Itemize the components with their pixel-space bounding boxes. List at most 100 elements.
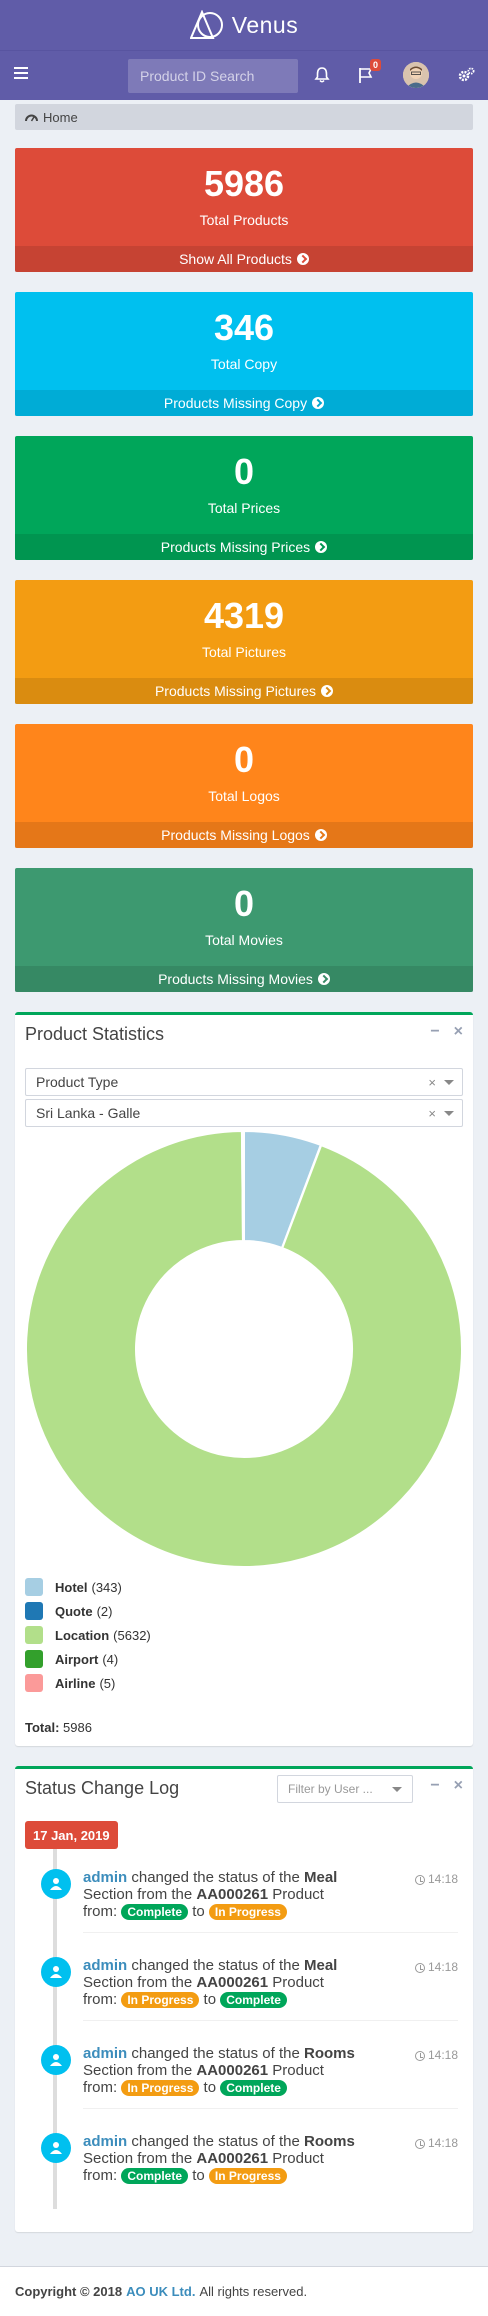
chevron-down-icon [392, 1787, 402, 1792]
products-missing-logos-text: Products Missing Logos [161, 827, 310, 843]
products-missing-copy-link[interactable]: Products Missing Copy [15, 390, 473, 416]
collapse-icon[interactable]: − [430, 1023, 440, 1040]
log-product-id: AA000261 [196, 2062, 269, 2079]
total-pictures-box: 4319 Total Pictures Products Missing Pic… [15, 580, 473, 704]
user-icon [41, 1957, 71, 1987]
log-user-link[interactable]: admin [83, 1869, 128, 1886]
user-icon [41, 2133, 71, 2163]
log-text: Product from: [83, 1886, 324, 1920]
status-badge-from: Complete [121, 2168, 189, 2184]
total-prices-box: 0 Total Prices Products Missing Prices [15, 436, 473, 560]
total-summary: Total: 5986 [25, 1720, 92, 1735]
log-text: Section from the [83, 2062, 193, 2079]
collapse-icon[interactable]: − [430, 1777, 440, 1794]
log-text: changed the status of the [131, 2045, 300, 2062]
log-text: Section from the [83, 2150, 193, 2167]
donut-slice-airline[interactable] [241, 1129, 245, 1243]
log-time-value: 14:18 [427, 1960, 458, 1974]
legend-count-hotel: (343) [91, 1579, 122, 1595]
log-section: Rooms [304, 2133, 355, 2150]
breadcrumb: Home [15, 104, 473, 130]
rights-text: All rights reserved. [199, 2284, 308, 2299]
location-select[interactable]: Sri Lanka - Galle × [25, 1099, 463, 1127]
total-copy-box: 346 Total Copy Products Missing Copy [15, 292, 473, 416]
total-products-value: 5986 [203, 163, 285, 204]
status-change-log-title: Status Change Log [25, 1777, 180, 1798]
total-logos-box: 0 Total Logos Products Missing Logos [15, 724, 473, 848]
status-badge-to: In Progress [208, 2168, 287, 2184]
total-logos-label: Total Logos [208, 788, 280, 804]
legend-swatch-hotel [25, 1578, 43, 1596]
log-product-id: AA000261 [196, 1886, 269, 1903]
products-missing-movies-text: Products Missing Movies [158, 971, 313, 987]
log-text: Section from the [83, 1974, 193, 1991]
clock-icon [414, 1874, 425, 1885]
legend-swatch-location [25, 1626, 43, 1644]
gears-icon[interactable] [456, 65, 476, 85]
breadcrumb-home-link[interactable]: Home [43, 109, 78, 125]
filter-by-user-select[interactable]: Filter by User ... [277, 1775, 413, 1803]
legend-item-location: Location (5632) [25, 1623, 151, 1647]
chevron-down-icon [444, 1080, 454, 1085]
close-icon[interactable]: × [453, 1777, 463, 1794]
log-text: changed the status of the [131, 1869, 300, 1886]
products-missing-pictures-text: Products Missing Pictures [154, 683, 317, 699]
total-movies-value: 0 [233, 883, 255, 924]
arrow-circle-right-icon [312, 397, 325, 409]
products-missing-movies-link[interactable]: Products Missing Movies [15, 966, 473, 992]
bell-icon[interactable] [312, 65, 332, 85]
arrow-circle-right-icon [317, 973, 330, 985]
close-icon[interactable]: × [453, 1023, 463, 1040]
total-products-label: Total Products [199, 212, 289, 228]
arrow-circle-right-icon [315, 541, 328, 553]
legend-item-quote: Quote (2) [25, 1599, 151, 1623]
log-user-link[interactable]: admin [83, 2133, 128, 2150]
legend-label-airport: Airport [55, 1651, 99, 1667]
show-all-products-link[interactable]: Show All Products [15, 246, 473, 272]
menu-toggle-icon[interactable] [14, 67, 28, 81]
clear-icon[interactable]: × [428, 1106, 436, 1121]
log-text: to [203, 2079, 217, 2096]
products-missing-prices-link[interactable]: Products Missing Prices [15, 534, 473, 560]
legend-label-location: Location [55, 1627, 110, 1643]
log-time-value: 14:18 [427, 2048, 458, 2062]
total-prices-value: 0 [233, 451, 255, 492]
legend-count-airline: (5) [99, 1675, 116, 1691]
total-products-box: 5986 Total Products Show All Products [15, 148, 473, 272]
log-user-link[interactable]: admin [83, 2045, 128, 2062]
clear-icon[interactable]: × [428, 1075, 436, 1090]
clock-icon [414, 2138, 425, 2149]
location-select-value: Sri Lanka - Galle [36, 1105, 141, 1121]
products-missing-pictures-link[interactable]: Products Missing Pictures [15, 678, 473, 704]
legend-count-airport: (4) [102, 1651, 119, 1667]
donut-slice-location[interactable] [25, 1129, 463, 1568]
arrow-circle-right-icon [314, 829, 327, 841]
product-statistics-title: Product Statistics [25, 1023, 165, 1044]
status-badge-to: Complete [220, 1992, 287, 2008]
user-avatar[interactable] [403, 62, 429, 88]
arrow-circle-right-icon [321, 685, 334, 697]
legend-count-location: (5632) [113, 1627, 151, 1643]
company-link[interactable]: AO UK Ltd. [126, 2284, 196, 2299]
log-user-link[interactable]: admin [83, 1957, 128, 1974]
flag-icon[interactable] [356, 65, 376, 85]
total-logos-value: 0 [233, 739, 255, 780]
status-badge-from: In Progress [121, 1992, 200, 2008]
product-search-input[interactable] [128, 59, 298, 93]
brand-name: Venus [231, 11, 299, 38]
products-missing-prices-text: Products Missing Prices [160, 539, 311, 555]
total-summary-label: Total: [25, 1720, 60, 1735]
log-text: changed the status of the [131, 2133, 300, 2150]
products-missing-logos-link[interactable]: Products Missing Logos [15, 822, 473, 848]
page-footer: Copyright © 2018 AO UK Ltd. All rights r… [0, 2266, 488, 2316]
legend-count-quote: (2) [96, 1603, 113, 1619]
log-time: 14:18 [414, 2047, 458, 2064]
product-type-select[interactable]: Product Type × [25, 1068, 463, 1096]
legend-item-airline: Airline (5) [25, 1671, 151, 1695]
product-statistics-panel: Product Statistics − × Product Type × Sr… [15, 1012, 473, 1746]
total-copy-label: Total Copy [210, 356, 278, 372]
log-time-value: 14:18 [427, 1872, 458, 1886]
log-text: Product from: [83, 2062, 324, 2096]
logo-bar: Venus [0, 0, 488, 50]
log-text: to [192, 1903, 205, 1920]
